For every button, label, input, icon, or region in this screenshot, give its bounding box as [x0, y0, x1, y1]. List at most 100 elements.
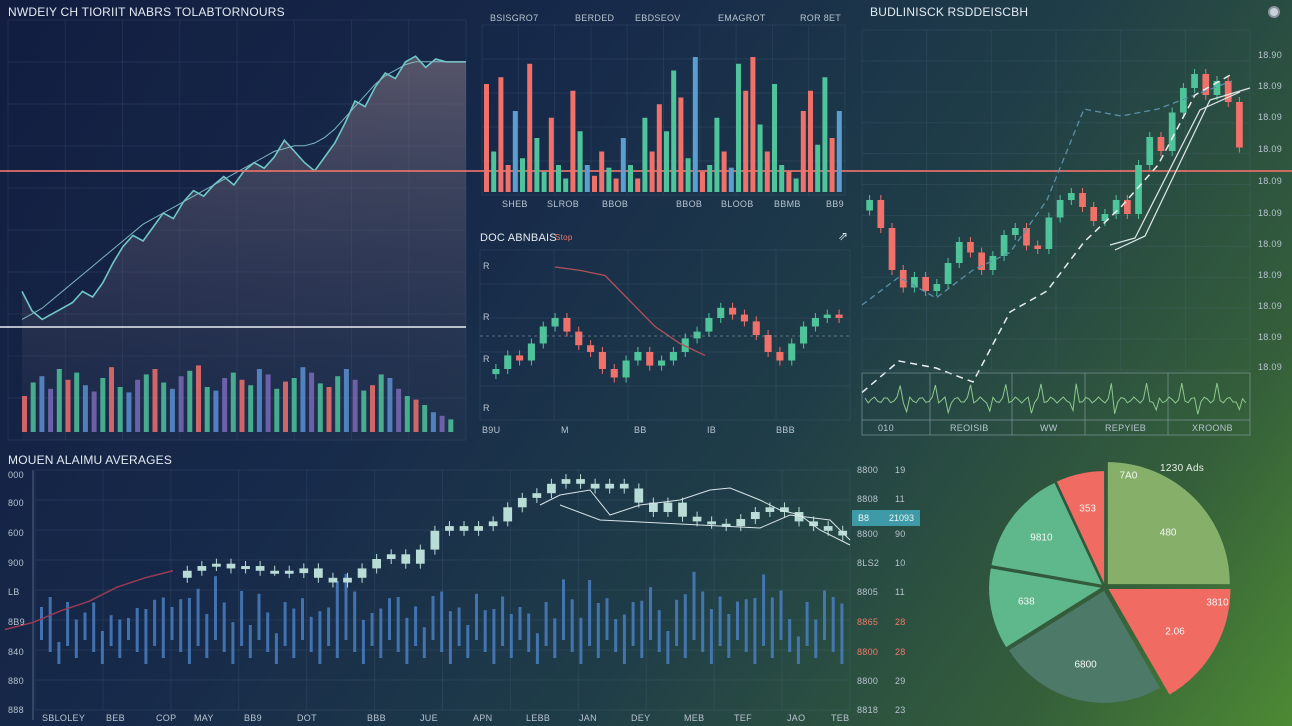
moving-y-left-label: 600 — [8, 528, 24, 538]
moving-y-left-label: LB — [8, 587, 20, 597]
pie-slice-label: 3810 — [1206, 597, 1229, 609]
volume-bar — [484, 84, 489, 192]
moving-volume-bar — [240, 591, 244, 646]
moving-volume-bar — [640, 600, 644, 658]
candles-candle — [1236, 102, 1243, 148]
candles-channel-lower — [1114, 87, 1251, 251]
moving-x-label: DEY — [631, 713, 651, 723]
indicator-label: WW — [1040, 423, 1058, 433]
volume-x-label: BBOB — [676, 199, 703, 209]
trend-volume-bar — [56, 369, 62, 432]
moving-volume-bar — [422, 627, 426, 658]
doc-candle — [527, 343, 535, 361]
moving-volume-bar — [135, 608, 139, 652]
trend-volume-bar — [48, 388, 54, 432]
expand-arrow-icon[interactable]: ⇗ — [838, 229, 849, 243]
candles-y-label: 18.09 — [1258, 144, 1283, 154]
moving-x-label: JAO — [787, 713, 806, 723]
moving-candle — [590, 483, 600, 489]
candles-y-label: 18.09 — [1258, 112, 1283, 122]
moving-volume-bar — [840, 603, 844, 664]
moving-volume-bar — [335, 581, 339, 658]
moving-volume-bar — [744, 599, 748, 652]
moving-y-right-label: 8865 — [857, 617, 879, 627]
moving-volume-bar — [388, 598, 391, 640]
moving-volume-bar — [779, 590, 783, 640]
doc-candle — [823, 314, 831, 318]
moving-y-right-label: 8818 — [857, 705, 879, 715]
moving-x-label: TEF — [734, 713, 752, 723]
moving-volume-bar — [153, 599, 157, 646]
doc-y-label: R — [483, 312, 490, 322]
pie-slice-label: 353 — [1079, 503, 1096, 515]
candles-candle — [1090, 207, 1098, 221]
candles-y-label: 18.09 — [1258, 270, 1283, 280]
volume-bar — [548, 117, 554, 192]
moving-candle — [241, 566, 250, 570]
candles-candle — [1146, 137, 1154, 165]
moving-candle — [226, 563, 236, 569]
moving-averages-title: MOUEN ALAIMU AVERAGES — [8, 453, 173, 467]
trend-volume-bar — [161, 382, 167, 432]
settings-icon[interactable] — [1268, 6, 1280, 18]
moving-volume-bar — [553, 618, 557, 658]
moving-volume-bar — [709, 609, 713, 664]
moving-candle — [401, 554, 411, 564]
volume-x-label: BB9 — [826, 199, 844, 209]
trend-volume-bar — [265, 374, 271, 432]
volume-header-label: ROR 8ET — [800, 13, 842, 23]
moving-volume-bar — [683, 594, 687, 658]
moving-volume-bar — [579, 617, 583, 664]
doc-y-label: R — [483, 403, 490, 413]
moving-volume-bar — [614, 619, 618, 652]
doc-candle — [646, 352, 654, 366]
moving-candle — [474, 526, 483, 531]
moving-volume-bar — [179, 599, 183, 652]
moving-y-right-label: 8805 — [857, 587, 879, 597]
moving-candle — [663, 502, 673, 512]
moving-y-right-value: 28 — [895, 617, 906, 627]
moving-x-label: BB9 — [244, 713, 262, 723]
candles-candle — [1034, 245, 1042, 249]
moving-volume-bar — [805, 602, 809, 646]
moving-candle — [503, 507, 513, 522]
candles-candle — [1079, 193, 1086, 207]
moving-volume-bar — [622, 614, 626, 664]
volume-bar — [577, 131, 583, 192]
moving-y-right-value: 28 — [895, 647, 906, 657]
moving-volume-bar — [527, 613, 531, 652]
moving-volume-bar — [83, 612, 87, 640]
doc-x-label: B9U — [482, 425, 501, 435]
volume-x-label: SLROB — [547, 199, 580, 209]
indicator-label: REPYIEB — [1105, 423, 1147, 433]
doc-candle — [788, 343, 796, 361]
moving-volume-bar — [92, 602, 96, 652]
doc-candle — [575, 331, 583, 346]
badge-value: 21093 — [888, 513, 914, 523]
trend-volume-bar — [82, 385, 88, 432]
volume-bar — [635, 178, 641, 192]
moving-candle — [372, 559, 381, 569]
trend-volume-bar — [439, 415, 445, 432]
moving-volume-bar — [666, 631, 670, 664]
moving-candle — [299, 568, 309, 574]
moving-volume-bar — [248, 625, 252, 658]
trend-area — [22, 56, 466, 440]
volume-bar — [520, 158, 525, 192]
moving-y-left-label: 880 — [8, 676, 24, 686]
volume-bar — [743, 90, 749, 192]
moving-volume-bar — [823, 590, 826, 640]
candles-y-label: 18.09 — [1258, 208, 1283, 218]
moving-volume-bar — [701, 591, 705, 652]
volume-bar — [656, 104, 662, 192]
trend-volume-bar — [430, 412, 436, 432]
trend-volume-bar — [387, 378, 393, 432]
moving-y-right-label: 8800 — [857, 465, 879, 475]
candlestick-chart-title: BUDLINISCK RSDDEISCBH — [870, 5, 1029, 19]
candles-dashed-forecast — [861, 73, 1233, 394]
moving-y-right-label: 8LS2 — [857, 558, 880, 568]
trend-volume-bar — [343, 369, 349, 432]
trend-volume-bar — [335, 376, 341, 432]
doc-candle — [610, 369, 618, 378]
moving-y-right-label: 8800 — [857, 647, 879, 657]
